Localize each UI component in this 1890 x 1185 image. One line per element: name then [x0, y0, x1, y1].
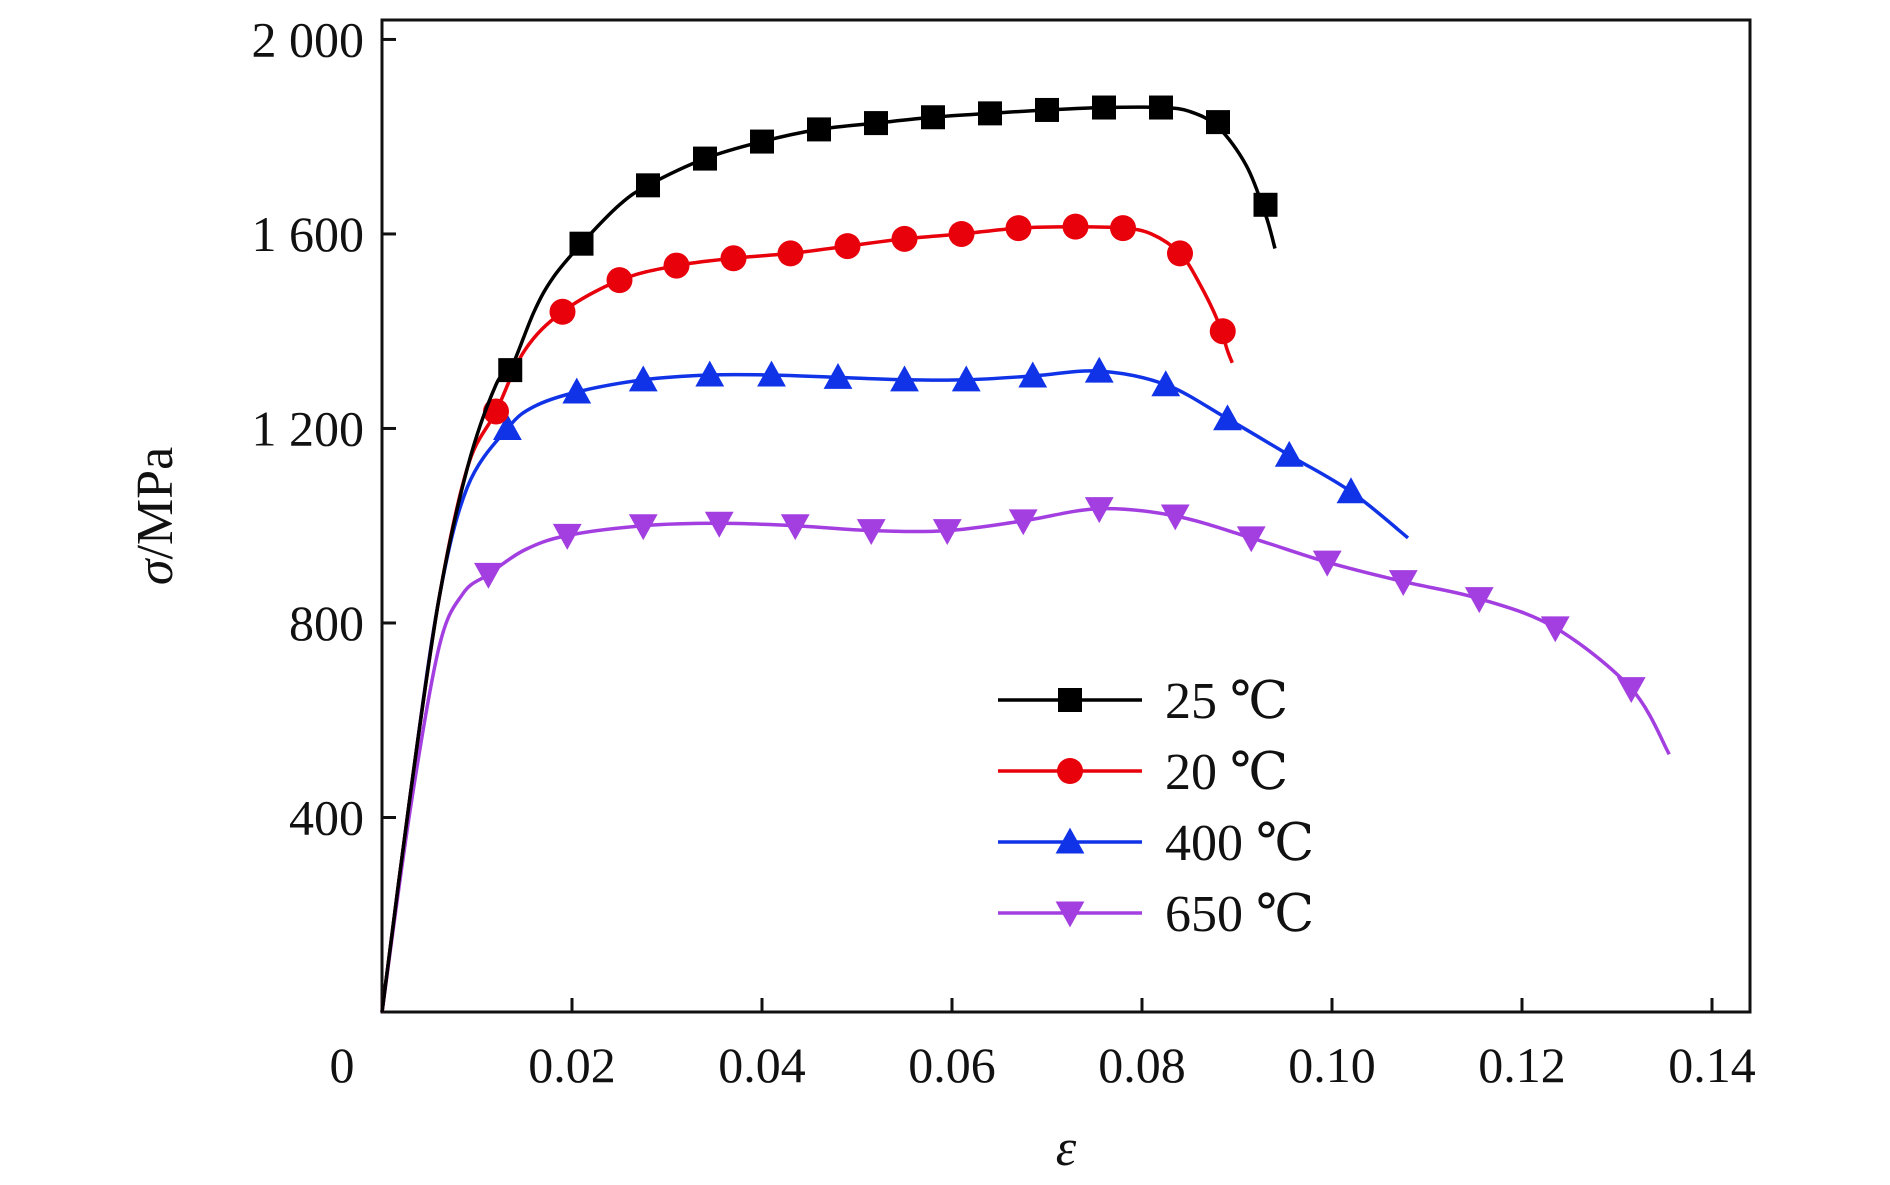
data-point	[474, 562, 503, 589]
data-point	[932, 519, 962, 545]
data-point	[1018, 361, 1048, 388]
data-point	[948, 220, 975, 247]
y-tick-label: 400	[289, 789, 364, 845]
data-point	[628, 365, 658, 392]
y-axis-unit: /MPa	[127, 447, 184, 560]
data-point	[1274, 440, 1304, 467]
y-axis-ticks: 400 800 1 200 1 600 2 000	[252, 11, 396, 845]
series-layer	[380, 95, 1671, 1013]
y-tick-label: 1 600	[252, 206, 365, 262]
data-point	[695, 360, 725, 387]
legend-label: 650 ℃	[1165, 886, 1314, 943]
x-axis-ticks: 0.02 0.04 0.06 0.08 0.10 0.12 0.14	[528, 998, 1756, 1093]
data-point	[693, 146, 717, 171]
y-axis-symbol: σ	[127, 557, 184, 585]
data-point	[823, 363, 853, 389]
data-point	[978, 101, 1002, 126]
data-point	[704, 511, 734, 538]
y-tick-label: 2 000	[252, 11, 365, 67]
series	[380, 497, 1671, 1013]
data-point	[1160, 504, 1190, 531]
data-point	[562, 377, 592, 404]
y-tick-label: 1 200	[252, 400, 365, 456]
x-tick-label: 0.02	[528, 1037, 616, 1093]
y-axis-title: σ/MPa	[127, 447, 184, 585]
x-origin-label: 0	[330, 1037, 355, 1093]
legend-label: 20 ℃	[1165, 744, 1288, 801]
x-tick-label: 0.10	[1288, 1037, 1376, 1093]
data-point	[1008, 509, 1038, 536]
data-point	[720, 245, 747, 272]
data-point	[807, 117, 831, 142]
x-tick-label: 0.14	[1668, 1037, 1756, 1093]
data-point	[1058, 688, 1082, 712]
data-point	[1206, 110, 1230, 135]
data-point	[1092, 95, 1116, 120]
legend-item: 20 ℃	[998, 744, 1288, 801]
data-point	[636, 173, 660, 198]
data-point	[1035, 97, 1059, 122]
data-point	[1057, 758, 1083, 784]
data-point	[1167, 240, 1193, 267]
data-point	[1388, 570, 1418, 597]
data-point	[1209, 318, 1236, 345]
data-point	[1084, 497, 1114, 524]
data-point	[1005, 215, 1032, 242]
x-axis-title: ε	[1056, 1120, 1077, 1177]
legend-item: 650 ℃	[998, 886, 1314, 943]
data-point	[1062, 213, 1089, 240]
data-point	[549, 298, 576, 325]
data-point	[1253, 192, 1278, 217]
data-point	[1151, 370, 1181, 397]
data-point	[834, 233, 861, 260]
data-point	[1312, 550, 1342, 577]
data-point	[780, 514, 810, 541]
data-point	[552, 523, 582, 550]
data-point	[1055, 827, 1085, 854]
data-point	[1149, 95, 1173, 120]
data-point	[1110, 215, 1136, 242]
data-point	[1084, 356, 1114, 383]
series-line	[380, 506, 1671, 1013]
data-point	[1055, 901, 1085, 928]
data-point	[493, 414, 522, 440]
data-point	[777, 240, 804, 267]
data-point	[1616, 677, 1646, 704]
x-tick-label: 0.12	[1478, 1037, 1566, 1093]
legend-item: 400 ℃	[998, 815, 1314, 872]
data-point	[951, 365, 981, 392]
data-point	[1213, 404, 1242, 431]
series	[380, 213, 1236, 1013]
data-point	[1540, 616, 1570, 643]
x-tick-label: 0.04	[718, 1037, 806, 1093]
data-point	[856, 519, 886, 545]
data-point	[921, 105, 945, 130]
legend-label: 25 ℃	[1165, 673, 1288, 730]
data-point	[628, 514, 658, 541]
data-point	[569, 231, 594, 256]
data-point	[663, 252, 690, 279]
data-point	[1236, 526, 1266, 553]
x-tick-label: 0.08	[1098, 1037, 1186, 1093]
data-point	[890, 365, 919, 392]
data-point	[498, 358, 523, 383]
data-point	[891, 225, 918, 252]
data-point	[1336, 477, 1366, 504]
legend: 25 ℃ 20 ℃ 400 ℃ 650 ℃	[998, 673, 1314, 943]
data-point	[1464, 587, 1494, 614]
series	[380, 95, 1278, 1013]
series-line	[380, 105, 1277, 1013]
legend-label: 400 ℃	[1165, 815, 1314, 872]
data-point	[864, 111, 888, 136]
y-tick-label: 800	[289, 595, 364, 651]
legend-item: 25 ℃	[998, 673, 1288, 730]
data-point	[606, 267, 633, 294]
x-tick-label: 0.06	[908, 1037, 996, 1093]
data-point	[750, 129, 774, 154]
series-line	[380, 224, 1234, 1013]
data-point	[757, 360, 786, 387]
plot-frame	[380, 18, 1752, 1014]
